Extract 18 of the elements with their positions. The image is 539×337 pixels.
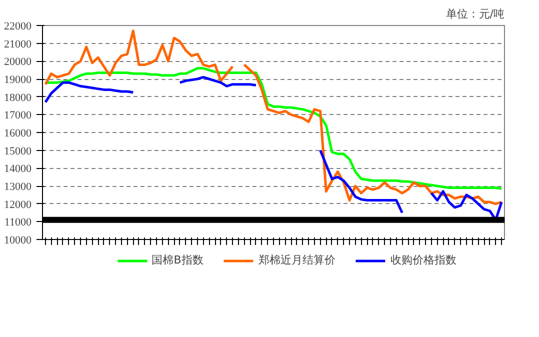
legend-label: 国棉B指数: [152, 252, 204, 268]
y-tick-label: 14000: [4, 163, 32, 176]
legend-label: 收购价格指数: [390, 252, 456, 268]
y-tick-label: 19000: [4, 74, 32, 86]
y-tick-label: 21000: [4, 38, 32, 50]
text: 单位：元/吨: [446, 8, 505, 20]
y-tick-label: 17000: [4, 110, 32, 122]
y-tick-label: 10000: [4, 234, 32, 246]
y-tick-label: 18000: [4, 92, 32, 104]
y-tick-label: 13000: [4, 181, 32, 193]
line-series: [44, 67, 503, 190]
y-tick-label: 12000: [4, 198, 32, 211]
legend-label: 郑棉近月结算价: [258, 252, 336, 268]
y-tick-label: 11000: [4, 216, 32, 229]
y-tick-label: 20000: [4, 56, 32, 68]
y-tick-label: 22000: [4, 20, 32, 32]
y-tick-label: 15000: [4, 145, 32, 158]
y-tick-label: 16000: [4, 128, 32, 140]
